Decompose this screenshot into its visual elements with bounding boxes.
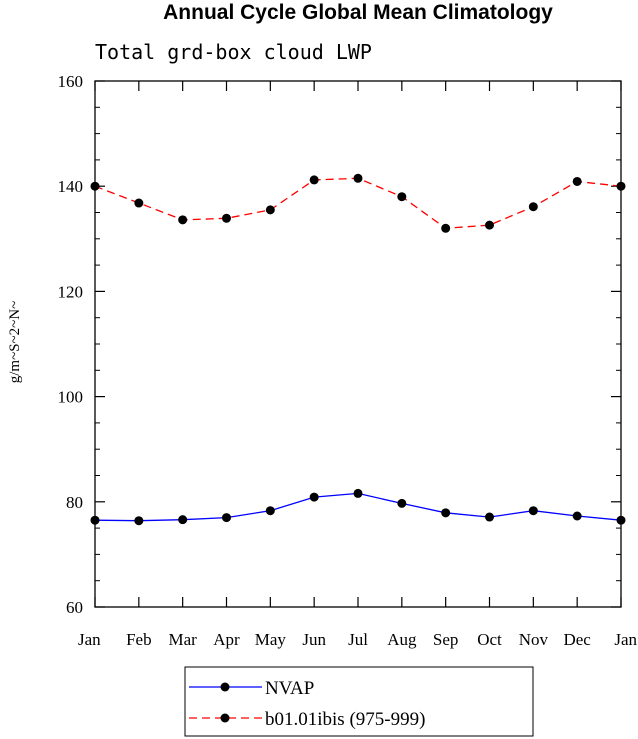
data-point <box>353 488 363 498</box>
data-point <box>265 506 275 516</box>
data-point <box>441 508 451 518</box>
data-point <box>134 516 144 526</box>
legend-label: NVAP <box>265 678 314 699</box>
data-point <box>222 513 231 523</box>
y-tick-label: 100 <box>58 388 84 407</box>
data-point <box>572 511 582 521</box>
data-point <box>309 492 319 502</box>
data-point <box>572 176 582 186</box>
x-tick-label: May <box>255 630 287 649</box>
data-point <box>528 202 538 212</box>
legend: NVAP b01.01ibis (975-999) <box>184 666 534 737</box>
chart-title: Annual Cycle Global Mean Climatology <box>163 1 553 24</box>
x-tick-label: Apr <box>213 630 240 649</box>
y-axis-label: g/m~S~2~N~ <box>7 301 23 383</box>
data-point <box>90 515 100 525</box>
legend-marker <box>220 713 230 723</box>
data-point <box>309 175 319 185</box>
x-tick-label: Nov <box>519 630 549 649</box>
data-point <box>90 181 100 191</box>
x-tick-label: Jul <box>348 630 368 649</box>
series-line-1 <box>94 177 622 229</box>
x-tick-label: Sep <box>433 630 459 649</box>
x-tick-label: Jun <box>302 630 326 649</box>
data-point <box>353 173 363 183</box>
plot-frame <box>94 80 622 608</box>
data-point <box>178 515 188 525</box>
series-lines <box>90 173 626 526</box>
legend-marker <box>220 682 230 692</box>
data-point <box>178 215 188 225</box>
y-tick-label: 60 <box>66 598 83 617</box>
data-point <box>397 498 407 508</box>
y-tick-label: 80 <box>66 493 83 512</box>
x-tick-label: Jan <box>78 630 101 649</box>
legend-box <box>184 666 534 737</box>
x-tick-label: Aug <box>387 630 417 649</box>
x-tick-label: Oct <box>477 630 502 649</box>
data-point <box>485 512 494 522</box>
x-tick-label: Dec <box>563 630 591 649</box>
chart-subtitle: Total grd-box cloud LWP <box>95 40 372 64</box>
y-tick-label: 120 <box>58 282 84 301</box>
data-point <box>528 506 538 516</box>
data-point <box>265 205 275 215</box>
data-point <box>134 198 144 208</box>
data-point <box>616 515 626 525</box>
x-tick-label: Jan <box>614 630 637 649</box>
data-point <box>441 223 451 233</box>
y-tick-label: 140 <box>58 177 84 196</box>
axes: 60 80 100 120 140 160 Jan Feb Mar Apr May Jun Jul Aug… <box>58 72 638 649</box>
data-point <box>485 220 494 230</box>
data-point <box>222 213 231 223</box>
legend-label: b01.01ibis (975-999) <box>265 709 425 730</box>
data-point <box>616 181 626 191</box>
y-tick-label: 160 <box>58 72 84 91</box>
x-tick-label: Feb <box>126 630 152 649</box>
data-point <box>397 192 407 202</box>
x-tick-label: Mar <box>169 630 198 649</box>
